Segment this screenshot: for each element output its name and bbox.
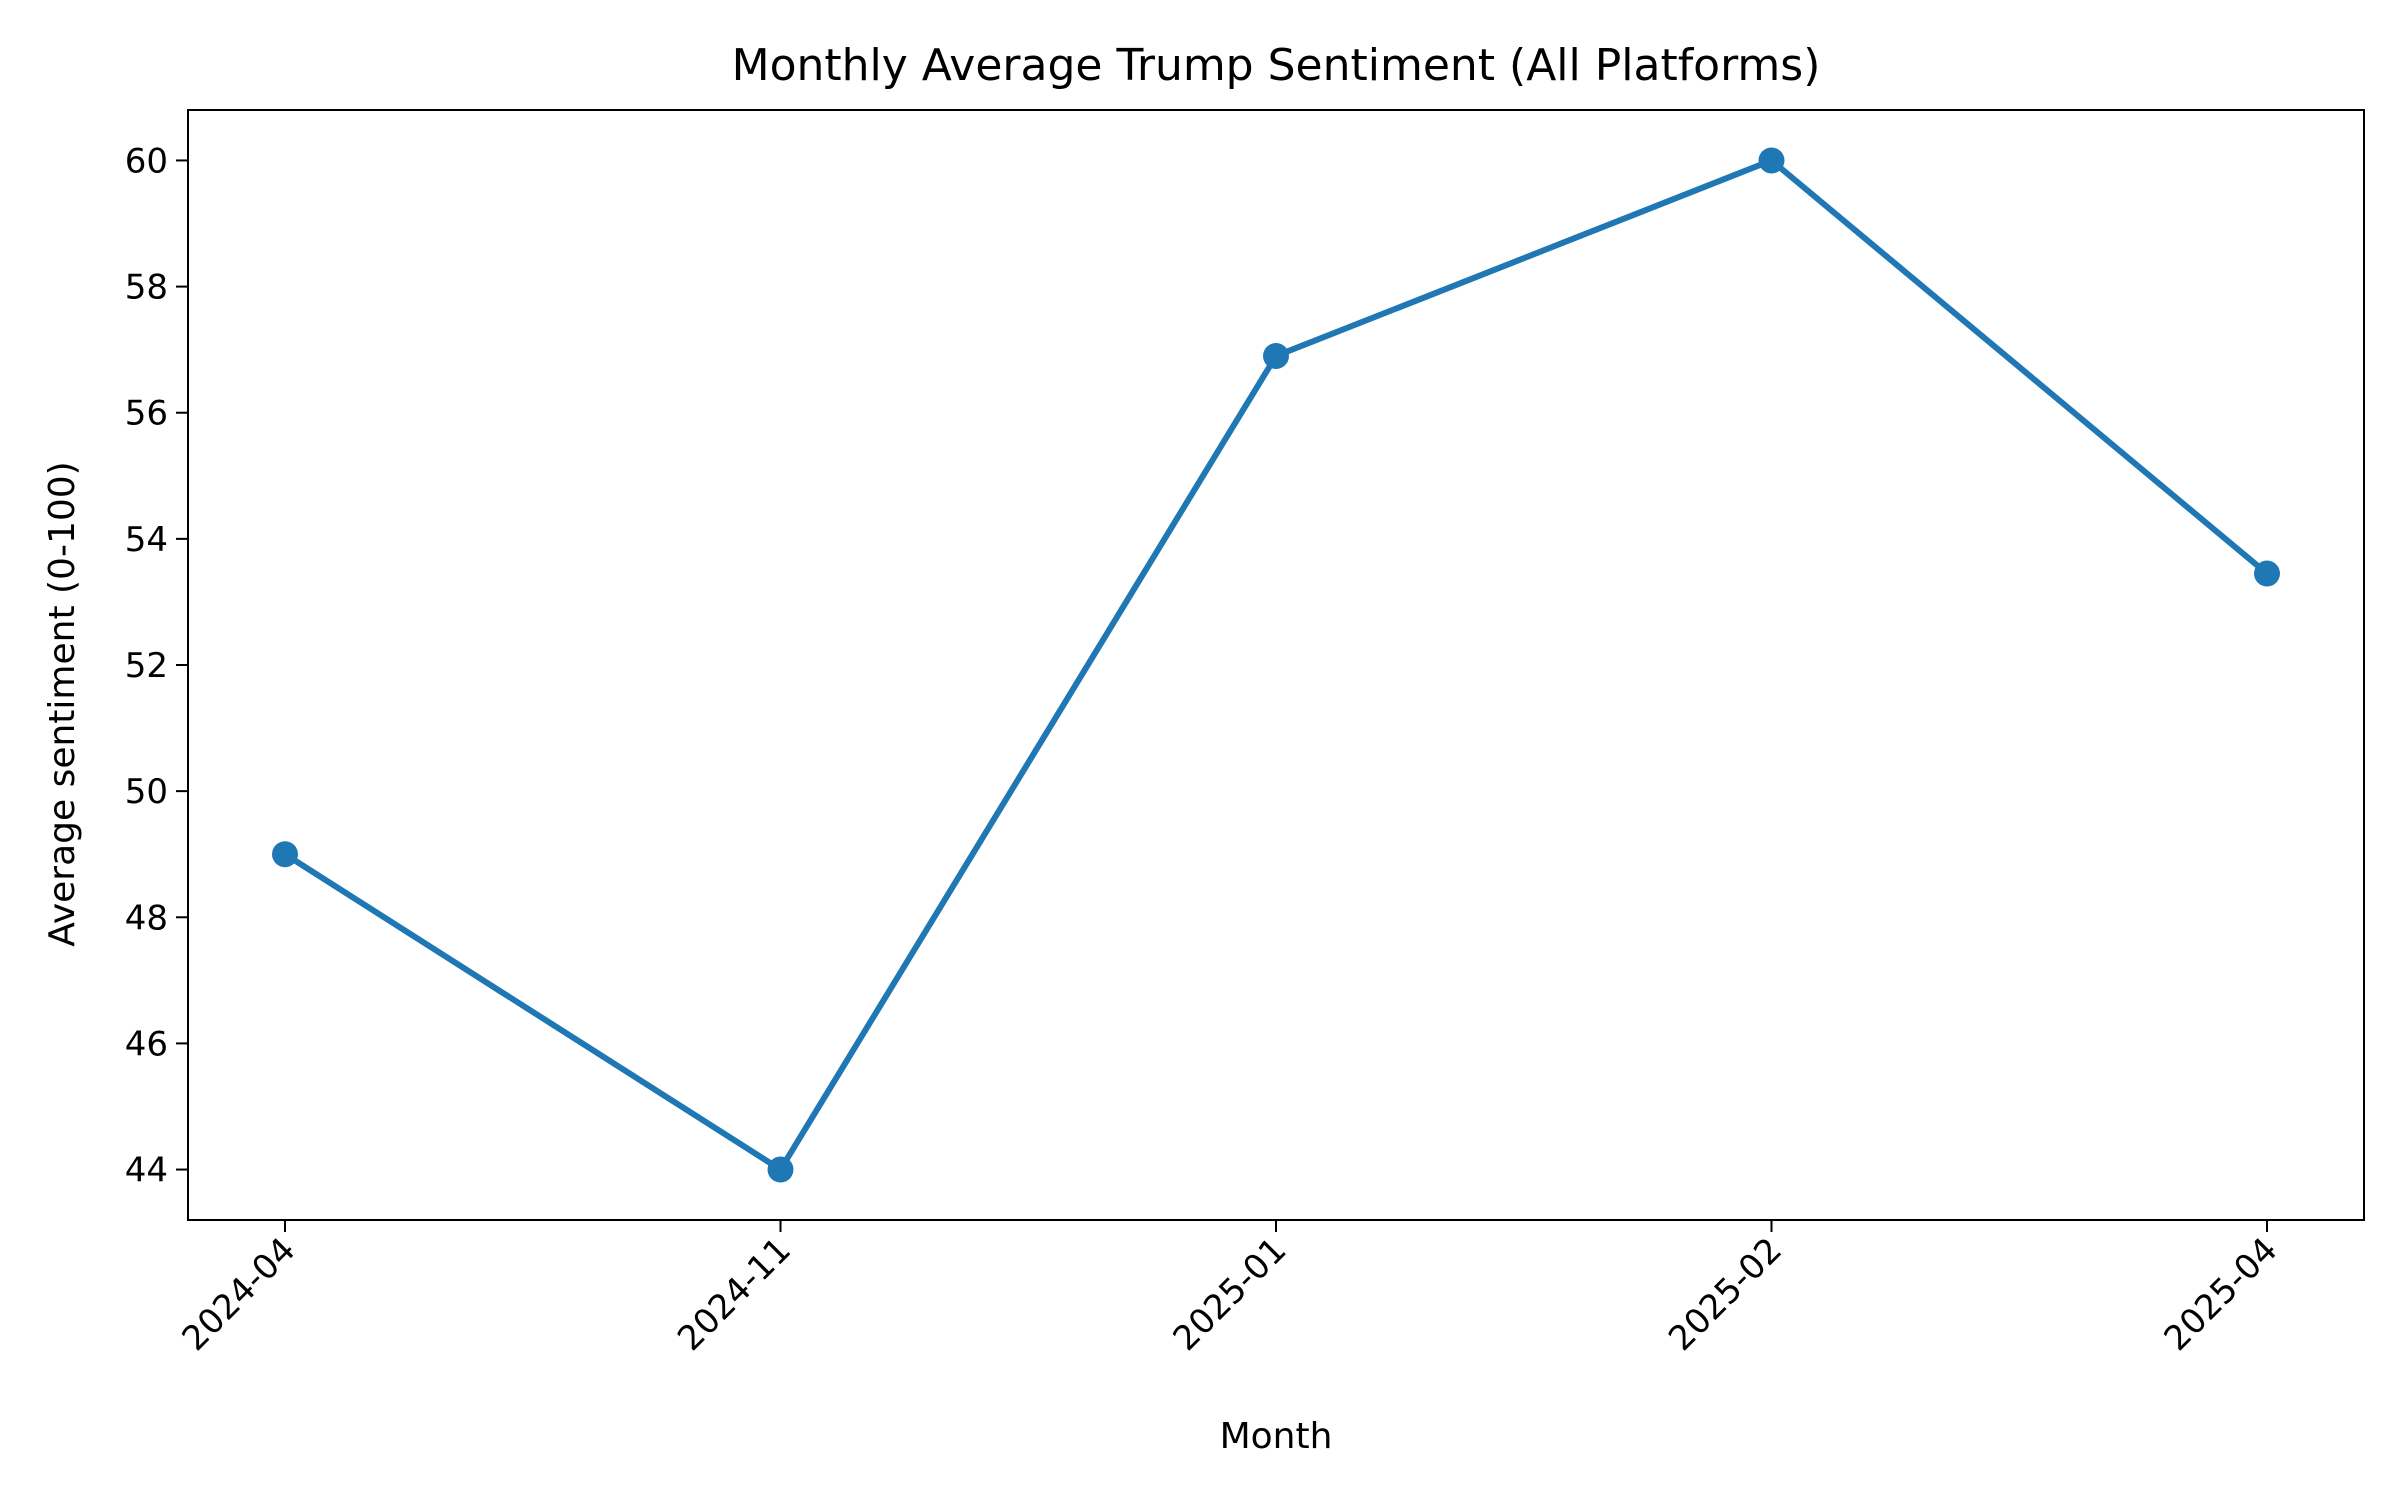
x-axis-label: Month xyxy=(1220,1416,1333,1457)
y-tick-label: 58 xyxy=(125,268,168,308)
y-tick-label: 56 xyxy=(125,394,168,434)
y-tick-label: 54 xyxy=(125,520,168,560)
y-tick-label: 60 xyxy=(125,141,168,181)
y-axis-label: Average sentiment (0-100) xyxy=(42,461,83,946)
data-point xyxy=(272,841,298,868)
y-tick-label: 50 xyxy=(125,772,168,812)
y-tick-label: 44 xyxy=(125,1151,168,1191)
chart-title: Monthly Average Trump Sentiment (All Pla… xyxy=(732,40,1821,91)
y-tick-label: 52 xyxy=(125,646,168,686)
y-tick-label: 46 xyxy=(125,1024,168,1064)
y-tick-label: 48 xyxy=(125,898,168,938)
data-point xyxy=(767,1156,794,1183)
data-point xyxy=(1263,342,1289,369)
data-point xyxy=(2254,560,2280,587)
data-point xyxy=(1758,147,1785,174)
